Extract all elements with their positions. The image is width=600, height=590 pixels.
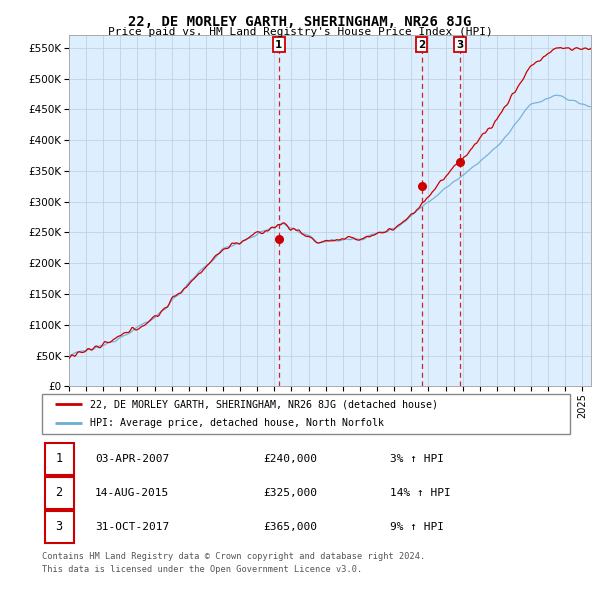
Text: Contains HM Land Registry data © Crown copyright and database right 2024.: Contains HM Land Registry data © Crown c… [42, 552, 425, 560]
Text: 22, DE MORLEY GARTH, SHERINGHAM, NR26 8JG (detached house): 22, DE MORLEY GARTH, SHERINGHAM, NR26 8J… [89, 399, 437, 409]
FancyBboxPatch shape [44, 511, 74, 543]
Text: 3: 3 [56, 520, 63, 533]
Text: £325,000: £325,000 [264, 488, 318, 497]
Text: HPI: Average price, detached house, North Norfolk: HPI: Average price, detached house, Nort… [89, 418, 383, 428]
Text: £240,000: £240,000 [264, 454, 318, 464]
Text: This data is licensed under the Open Government Licence v3.0.: This data is licensed under the Open Gov… [42, 565, 362, 574]
Text: £365,000: £365,000 [264, 522, 318, 532]
Text: 3: 3 [456, 40, 463, 50]
Text: 03-APR-2007: 03-APR-2007 [95, 454, 169, 464]
Text: 22, DE MORLEY GARTH, SHERINGHAM, NR26 8JG: 22, DE MORLEY GARTH, SHERINGHAM, NR26 8J… [128, 15, 472, 29]
Text: 1: 1 [275, 40, 282, 50]
Text: Price paid vs. HM Land Registry's House Price Index (HPI): Price paid vs. HM Land Registry's House … [107, 27, 493, 37]
Text: 3% ↑ HPI: 3% ↑ HPI [391, 454, 445, 464]
Text: 2: 2 [56, 486, 63, 499]
Text: 1: 1 [56, 452, 63, 465]
Text: 14-AUG-2015: 14-AUG-2015 [95, 488, 169, 497]
Text: 14% ↑ HPI: 14% ↑ HPI [391, 488, 451, 497]
FancyBboxPatch shape [42, 394, 570, 434]
Text: 31-OCT-2017: 31-OCT-2017 [95, 522, 169, 532]
FancyBboxPatch shape [44, 442, 74, 474]
Text: 9% ↑ HPI: 9% ↑ HPI [391, 522, 445, 532]
FancyBboxPatch shape [44, 477, 74, 509]
Text: 2: 2 [418, 40, 425, 50]
